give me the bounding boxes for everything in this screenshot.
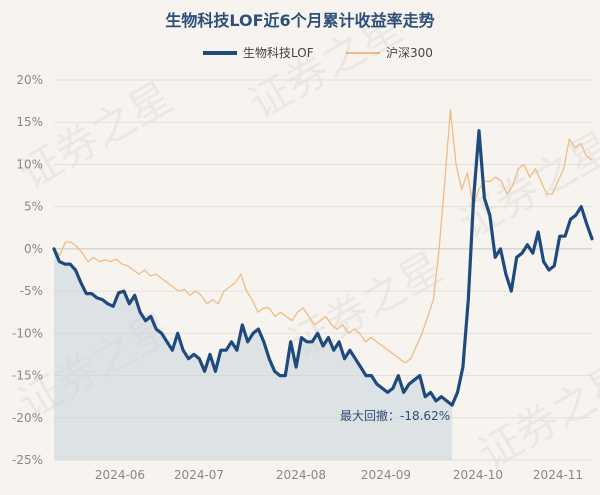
y-tick-label: 10% — [16, 157, 43, 171]
y-tick-label: 5% — [24, 200, 43, 214]
y-tick-label: -15% — [12, 369, 43, 383]
series-line-fund[interactable] — [52, 129, 594, 407]
legend: 生物科技LOF 沪深300 — [0, 44, 600, 60]
annotation-layer: 最大回撤：-18.62% — [340, 408, 450, 423]
drawdown-area-layer — [54, 248, 453, 460]
y-tick-label: -25% — [12, 453, 43, 467]
y-tick-label: -5% — [20, 284, 43, 298]
watermark-text: 证券之星 — [241, 2, 411, 128]
series-lines — [52, 108, 594, 407]
y-tick-label: -10% — [12, 326, 43, 340]
drawdown-area — [54, 248, 453, 460]
chart-title: 生物科技LOF近6个月累计收益率走势 — [165, 11, 435, 30]
x-tick-label: 2024-07 — [174, 468, 224, 482]
watermark-text: 证券之星 — [11, 72, 181, 198]
y-axis-labels: 20% 15% 10% 5% 0% -5% -10% -15% -20% -25% — [12, 73, 43, 467]
y-tick-label: 20% — [16, 73, 43, 87]
legend-swatch-index — [346, 51, 380, 54]
x-tick-label: 2024-06 — [95, 468, 145, 482]
grid-lines — [54, 79, 592, 461]
y-tick-label: 15% — [16, 115, 43, 129]
max-drawdown-label: 最大回撤：-18.62% — [340, 408, 450, 423]
x-tick-label: 2024-10 — [453, 468, 503, 482]
y-tick-label: 0% — [24, 242, 43, 256]
x-axis-labels: 2024-06 2024-07 2024-08 2024-09 2024-10 2024-… — [95, 468, 583, 482]
legend-item-index[interactable]: 沪深300 — [346, 44, 433, 61]
x-tick-label: 2024-08 — [276, 468, 326, 482]
y-tick-label: -20% — [12, 411, 43, 425]
legend-item-fund[interactable]: 生物科技LOF — [203, 44, 314, 61]
legend-label-fund: 生物科技LOF — [243, 46, 314, 60]
legend-label-index: 沪深300 — [386, 46, 433, 60]
x-tick-label: 2024-11 — [533, 468, 583, 482]
x-tick-label: 2024-09 — [361, 468, 411, 482]
legend-swatch-fund — [203, 50, 237, 55]
series-line-index[interactable] — [53, 108, 593, 364]
